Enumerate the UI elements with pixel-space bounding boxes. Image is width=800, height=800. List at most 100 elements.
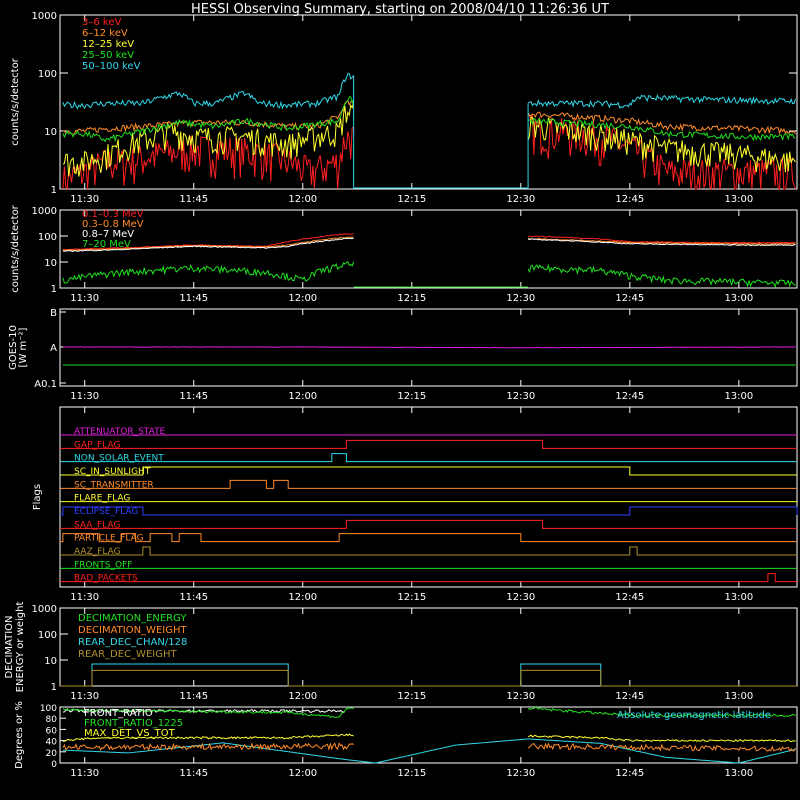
- panel-frame-2: [59, 209, 798, 289]
- legend-entry: 50–100 keV: [82, 61, 141, 72]
- y-tick-label: 1: [51, 284, 57, 295]
- y-tick-label: 1000: [32, 206, 57, 217]
- legend-entry: DECIMATION_WEIGHT: [78, 625, 187, 636]
- y-tick-label: 1000: [32, 11, 57, 22]
- y-tick-label: 100: [38, 630, 57, 641]
- flag-line-1: [60, 439, 797, 449]
- flag-label: ECLIPSE_FLAG: [74, 507, 138, 517]
- x-tick-label: 12:30: [506, 194, 535, 205]
- flag-label: SAA_FLAG: [74, 520, 120, 530]
- x-tick-label: 12:00: [288, 293, 317, 304]
- x-tick-label: 11:45: [179, 293, 208, 304]
- flag-label: FLARE_FLAG: [74, 494, 130, 504]
- flag-line-11: [60, 573, 797, 583]
- x-tick-label: 11:30: [70, 293, 99, 304]
- legend-entry: 6–12 keV: [82, 28, 128, 39]
- x-tick-label: 11:30: [70, 768, 99, 779]
- y-tick-label: 1: [51, 185, 57, 196]
- flag-label: SC_IN_SUNLIGHT: [74, 467, 151, 477]
- y-tick-label: 60: [46, 726, 58, 736]
- x-tick-label: 12:00: [288, 691, 317, 702]
- flag-line-8: [60, 533, 797, 543]
- x-tick-label: 11:45: [179, 194, 208, 205]
- legend-entry: FRONT_RATIO_1225: [84, 718, 183, 729]
- legend-entry: 25–50 keV: [82, 50, 134, 61]
- x-tick-label: 12:45: [615, 194, 644, 205]
- y-tick-label: 100: [38, 232, 57, 243]
- x-tick-label: 11:45: [179, 768, 208, 779]
- series-line-2: [62, 237, 796, 252]
- y-axis-label: [W m⁻²]: [18, 327, 29, 367]
- x-tick-label: 13:00: [724, 691, 753, 702]
- y-tick-label: 1000: [32, 604, 57, 615]
- y-axis-label: counts/s/detector: [10, 57, 21, 145]
- legend-entry: 3–6 keV: [82, 17, 121, 28]
- y-axis-label: Flags: [32, 484, 43, 510]
- series-line-3: [62, 96, 796, 143]
- series-line-2: [62, 102, 796, 177]
- y-tick-label: A: [50, 343, 57, 354]
- y-tick-label: 10: [44, 656, 57, 667]
- x-tick-label: 13:00: [724, 194, 753, 205]
- series-line-3: [62, 738, 796, 764]
- legend-entry: 12–25 keV: [82, 39, 134, 50]
- panel-frame-4: [59, 406, 798, 588]
- x-tick-label: 11:45: [179, 691, 208, 702]
- x-tick-label: 13:00: [724, 391, 753, 402]
- panel-frame-6: [59, 706, 798, 764]
- flag-label: FRONTS_OFF: [74, 560, 132, 570]
- series-line-1: [62, 706, 796, 719]
- y-tick-label: 20: [46, 749, 58, 759]
- x-tick-label: 12:15: [397, 194, 426, 205]
- x-tick-label: 13:00: [724, 293, 753, 304]
- y-tick-label: 1: [51, 682, 57, 693]
- legend-entry: 0.1–0.3 MeV: [82, 209, 144, 220]
- series-line-4: [62, 73, 796, 110]
- figure-title: HESSI Observing Summary, starting on 200…: [191, 2, 609, 17]
- y-axis-label: ENERGY or weight: [15, 602, 26, 693]
- x-tick-label: 13:00: [724, 592, 753, 603]
- y-tick-label: 40: [46, 738, 58, 748]
- flag-line-6: [60, 506, 798, 516]
- y-tick-label: 10: [44, 258, 57, 269]
- legend-entry: 7–20 MeV: [82, 239, 131, 250]
- y-tick-label: 100: [38, 69, 57, 80]
- x-tick-label: 11:30: [70, 194, 99, 205]
- y-axis-label: GOES-10: [8, 325, 19, 370]
- x-tick-label: 11:30: [70, 391, 99, 402]
- x-tick-label: 11:45: [179, 391, 208, 402]
- flag-label: ATTENUATOR_STATE: [74, 427, 166, 437]
- legend-entry: REAR_DEC_CHAN/128: [78, 637, 187, 648]
- flag-label: NON_SOLAR_EVENT: [74, 454, 164, 464]
- legend-entry: DECIMATION_ENERGY: [78, 613, 187, 624]
- x-tick-label: 12:30: [506, 391, 535, 402]
- x-tick-label: 12:45: [615, 691, 644, 702]
- x-tick-label: 11:45: [179, 592, 208, 603]
- flag-line-9: [60, 546, 797, 556]
- x-tick-label: 12:45: [615, 293, 644, 304]
- y-tick-label: A0.1: [34, 379, 57, 390]
- x-tick-label: 12:15: [397, 592, 426, 603]
- x-tick-label: 12:30: [506, 293, 535, 304]
- x-tick-label: 12:15: [397, 391, 426, 402]
- x-tick-label: 12:30: [506, 768, 535, 779]
- y-axis-label: counts/s/detector: [10, 204, 21, 292]
- x-tick-label: 12:45: [615, 592, 644, 603]
- x-tick-label: 12:15: [397, 768, 426, 779]
- flag-label: SC_TRANSMITTER: [74, 480, 154, 490]
- y-tick-label: 80: [46, 715, 58, 725]
- legend-entry: 0.8–7 MeV: [82, 229, 134, 240]
- series-line-4: [62, 742, 796, 752]
- flag-label: PARTICLE_FLAG: [74, 534, 144, 544]
- x-tick-label: 12:00: [288, 391, 317, 402]
- legend-entry: 0.3–0.8 MeV: [82, 219, 144, 230]
- panel-frame-1: [59, 14, 798, 190]
- flag-line-7: [60, 519, 797, 529]
- flag-line-3: [60, 466, 797, 476]
- x-tick-label: 12:30: [506, 592, 535, 603]
- y-tick-label: 100: [40, 704, 57, 714]
- legend-entry: Absolute geomagnetic latitude: [617, 710, 771, 721]
- legend-entry: MAX_DET_VS_TOT: [84, 728, 176, 739]
- x-tick-label: 12:00: [288, 592, 317, 603]
